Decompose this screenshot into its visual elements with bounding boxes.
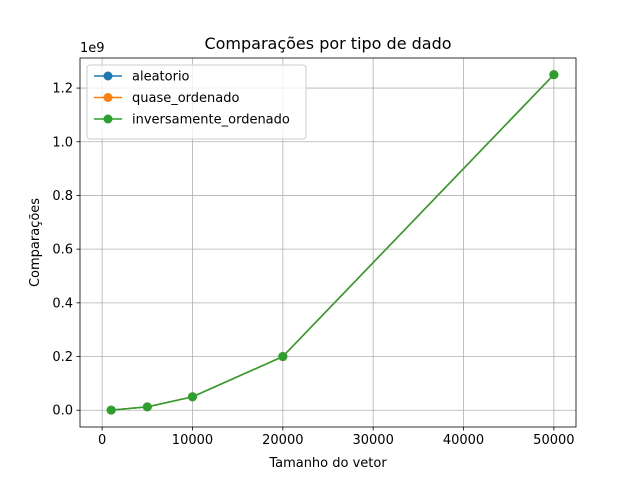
- x-axis-label: Tamanho do vetor: [268, 456, 387, 471]
- y-axis-label: Comparações: [28, 198, 43, 287]
- series-inversamente_ordenado: [106, 70, 559, 415]
- data-point: [549, 70, 559, 80]
- legend-label: inversamente_ordenado: [132, 113, 290, 128]
- y-tick-label: 0.2: [52, 350, 73, 365]
- x-tick-label: 30000: [352, 433, 393, 448]
- x-tick-label: 50000: [533, 433, 574, 448]
- legend-marker: [103, 71, 113, 81]
- x-tick-label: 0: [98, 433, 106, 448]
- data-point: [278, 352, 288, 362]
- y-axis-offset-label: 1e9: [80, 41, 105, 56]
- data-point: [187, 392, 197, 402]
- legend-item: inversamente_ordenado: [94, 113, 290, 128]
- data-point: [106, 405, 116, 415]
- legend-marker: [103, 93, 113, 102]
- x-tick-label: 10000: [172, 433, 213, 448]
- series-lines: [106, 70, 559, 415]
- y-tick-label: 1.2: [52, 82, 73, 97]
- axis-ticks: 0 10000 20000 30000 40000 50000 0.0 0.2 0.4 0.6 0.…: [52, 82, 574, 448]
- legend-label: quase_ordenado: [132, 91, 240, 106]
- legend-marker: [103, 114, 113, 124]
- legend-box: [86, 64, 307, 140]
- y-tick-label: 0.6: [52, 243, 73, 258]
- legend-label: aleatorio: [132, 70, 190, 85]
- data-point: [142, 402, 152, 412]
- legend-item: aleatorio: [94, 70, 190, 85]
- legend: aleatorio quase_ordenado inversamente_orde…: [86, 64, 307, 140]
- legend-item: quase_ordenado: [94, 91, 240, 106]
- y-tick-label: 1.0: [52, 135, 73, 150]
- chart-title: Comparações por tipo de dado: [204, 34, 451, 53]
- plot-frame: [79, 57, 577, 428]
- x-tick-label: 40000: [443, 433, 484, 448]
- y-tick-label: 0.4: [52, 296, 73, 311]
- y-tick-label: 0.0: [52, 404, 73, 419]
- y-tick-label: 0.8: [52, 189, 73, 204]
- x-tick-label: 20000: [262, 433, 303, 448]
